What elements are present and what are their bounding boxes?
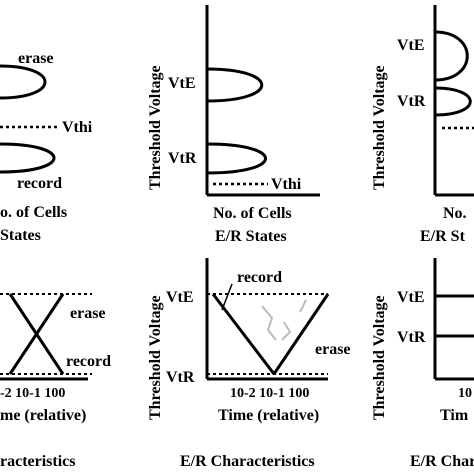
panel-bottom-right: Threshold Voltage VtE VtR 10 Tim E/R Cha… [371,258,474,470]
erase-distribution-curve [0,64,47,100]
erase-label: erase [70,305,106,322]
scan-noise [261,299,307,341]
vtr-tick-label: VtR [168,150,197,167]
record-label: record [66,353,111,370]
y-axis-label: Threshold Voltage [371,295,388,420]
x-axis-label: Time (relative) [218,407,319,424]
y-axis-label: Threshold Voltage [371,65,388,190]
x-axis-label: o. of Cells [0,204,67,221]
vte-tick-label: VtE [168,75,196,92]
y-axis-label: Threshold Voltage [147,65,164,190]
record-distribution-curve [0,142,56,174]
erase-characteristic-line [211,293,276,375]
x-axis-label: No. [443,205,467,222]
x-tick-labels: -2 10-1 100 [0,386,65,401]
panel-caption: States [0,227,41,244]
record-label: record [237,269,282,286]
panel-top-right: Threshold Voltage VtE VtR No. E/R St [371,5,474,245]
panel-bottom-left: erase record -2 10-1 100 me (relative) r… [0,293,111,470]
x-tick-labels: 10-2 10-1 100 [230,386,309,401]
vthi-label: Vthi [62,119,93,136]
record-characteristic-line [272,293,330,375]
vte-tick-label: VtE [397,289,425,306]
x-axis-label: me (relative) [0,407,86,424]
record-distribution-curve [206,142,267,175]
vtr-tick-label: VtR [397,93,426,110]
panel-caption: E/R St [420,228,466,245]
record-distribution-curve [434,86,472,117]
record-characteristic-line [8,293,65,375]
vtr-tick-label: VtR [397,329,426,346]
erase-distribution-curve [434,30,469,82]
erase-label: erase [315,341,351,358]
panel-caption: E/R Characteristics [180,453,315,470]
vthi-label: Vthi [271,176,302,193]
panel-top-left: erase Vthi record o. of Cells States [0,50,93,244]
vtr-tick-label: VtR [166,369,195,386]
erase-distribution-curve [206,67,264,103]
panel-caption: E/R States [215,228,287,245]
record-leader-line [221,283,233,311]
vte-tick-label: VtE [166,289,194,306]
x-axis-label: No. of Cells [213,205,292,222]
record-label: record [17,175,62,192]
vte-tick-label: VtE [397,37,425,54]
panel-caption: E/R Characte [410,453,474,470]
erase-label: erase [18,50,54,67]
x-axis-label: Tim [440,407,469,424]
panel-top-middle: Threshold Voltage VtE VtR Vthi No. of Ce… [147,5,320,245]
x-tick-labels: 10 [458,386,472,401]
y-axis-label: Threshold Voltage [147,295,164,420]
panel-bottom-middle: Threshold Voltage VtE VtR record erase 1… [147,258,351,470]
panel-caption: racteristics [0,453,76,470]
